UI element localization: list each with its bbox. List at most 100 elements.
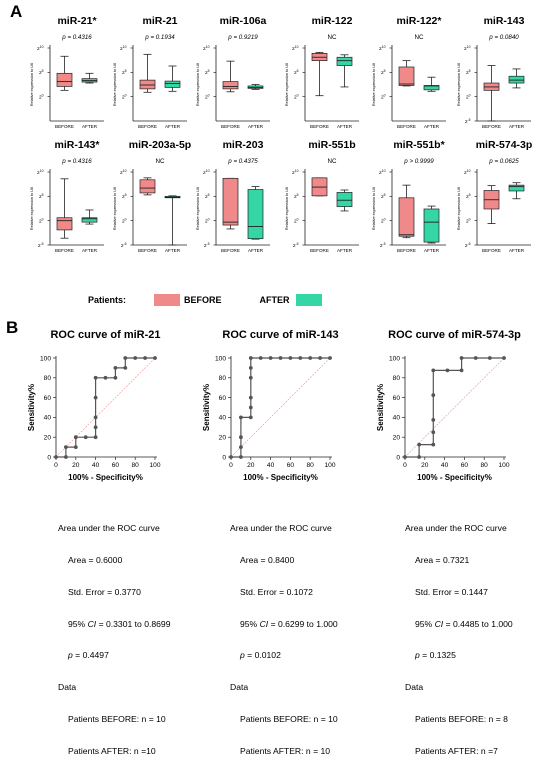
- chart-title: miR-203a-5p: [129, 139, 191, 151]
- box-before: [398, 66, 415, 86]
- y-tick-label: 2-5: [465, 118, 471, 125]
- chart-title: miR-551b: [308, 139, 355, 151]
- roc-point: [431, 417, 436, 422]
- y-axis-label: Relative expression to U6: [285, 187, 289, 230]
- y-tick-label: 80: [393, 375, 401, 382]
- stats-ci-prefix: 95%: [240, 618, 260, 629]
- y-tick-label: 210: [464, 45, 471, 52]
- x-tick-label: 40: [267, 462, 275, 469]
- roc-point: [239, 415, 243, 420]
- p-value: p = 0.9219: [227, 34, 258, 41]
- roc-point: [403, 455, 407, 459]
- boxplot-mir-122: miR-122 NC 210 25 20 Relative expression to U…: [285, 15, 359, 129]
- stats-ci-range: = 0.6299 to 1.000: [268, 618, 338, 629]
- roc-point: [431, 393, 436, 398]
- stats-pvalue: p = 0.1325: [405, 650, 513, 661]
- boxplot-mir-203: miR-203 p = 0.4375 210 25 20 2-5 Relative expr…: [196, 139, 270, 253]
- figure-canvas: miR-21* p = 0.4316 210 25 20 Relative express…: [27, 15, 532, 482]
- y-tick-label: 40: [219, 415, 227, 422]
- x-tick-label: BEFORE: [221, 248, 240, 253]
- roc-point: [248, 356, 253, 360]
- p-value: p = 0.1934: [144, 34, 175, 41]
- roc-point: [318, 356, 322, 360]
- x-tick-label: BEFORE: [397, 248, 416, 253]
- p-value: NC: [156, 158, 165, 165]
- y-tick-label: 2-5: [121, 242, 127, 249]
- chart-title: miR-551b*: [393, 139, 445, 151]
- x-tick-label: AFTER: [509, 248, 525, 253]
- y-tick-label: 210: [120, 169, 127, 176]
- y-tick-label: 80: [44, 375, 52, 382]
- y-tick-label: 100: [215, 355, 226, 362]
- y-tick-label: 20: [466, 217, 471, 224]
- roc-point: [298, 356, 303, 360]
- y-tick-label: 210: [292, 45, 299, 52]
- y-tick-label: 25: [205, 69, 210, 76]
- x-axis-label: 100% - Specificity%: [243, 473, 318, 482]
- roc-point: [288, 356, 293, 360]
- x-tick-label: 0: [229, 462, 233, 469]
- stats-ci: 95% CI = 0.3301 to 0.8699: [58, 619, 171, 630]
- roc-point: [73, 435, 78, 440]
- roc-point: [268, 356, 273, 360]
- roc-point: [73, 445, 78, 449]
- stats-p-value: = 0.4497: [72, 650, 109, 661]
- chart-title: miR-21*: [57, 15, 97, 27]
- boxplot-mir-21: miR-21 p = 0.1934 210 25 20 Relative expressi…: [113, 15, 187, 129]
- y-tick-label: 20: [205, 217, 210, 224]
- x-tick-label: 60: [461, 462, 469, 469]
- stats-ci-italic: CI: [87, 618, 97, 629]
- y-tick-label: 60: [44, 395, 52, 402]
- stats-ci-prefix: 95%: [68, 618, 88, 629]
- x-tick-label: AFTER: [337, 124, 353, 129]
- roc-point: [248, 366, 253, 370]
- stats-std-error: Std. Error = 0.1447: [415, 586, 488, 597]
- stats-area: Area = 0.8400: [240, 554, 295, 565]
- y-tick-label: 210: [37, 169, 44, 176]
- chart-title: miR-143*: [55, 139, 101, 151]
- x-tick-label: BEFORE: [310, 124, 329, 129]
- x-tick-label: 0: [403, 462, 407, 469]
- roc-point: [239, 435, 243, 440]
- x-tick-label: AFTER: [424, 124, 440, 129]
- roc-point: [103, 375, 108, 380]
- stats-n-after: Patients AFTER: n =10: [68, 745, 156, 756]
- x-tick-label: 60: [112, 462, 120, 469]
- roc-stats-mir-21: Area under the ROC curve Area = 0.6000 S…: [58, 502, 171, 767]
- p-value: p = 0.4316: [61, 34, 92, 41]
- stats-n-before: Patients BEFORE: n = 8: [415, 713, 508, 724]
- y-tick-label: 20: [122, 217, 127, 224]
- roc-point: [417, 442, 422, 447]
- p-value: p = 0.0625: [488, 158, 519, 165]
- boxplot-mir-574-3p: miR-574-3p p = 0.0625 210 25 20 2-5 Relative e…: [457, 139, 532, 253]
- stats-area: Area = 0.6000: [68, 554, 123, 565]
- reference-diagonal: [230, 357, 331, 458]
- roc-point: [248, 405, 253, 410]
- stats-p-value: = 0.0102: [244, 650, 281, 661]
- chart-title: miR-574-3p: [476, 139, 533, 151]
- box-before: [222, 177, 239, 226]
- stats-heading: Area under the ROC curve: [230, 523, 332, 534]
- roc-stats-mir-574-3p: Area under the ROC curve Area = 0.7321 S…: [405, 502, 513, 767]
- y-tick-label: 210: [120, 45, 127, 52]
- p-value: p = 0.4375: [227, 158, 258, 165]
- y-axis-label: Relative expression to U6: [372, 63, 376, 106]
- roc-point: [239, 455, 243, 459]
- roc-point: [248, 415, 253, 420]
- y-tick-label: 0: [47, 454, 51, 461]
- roc-point: [123, 366, 128, 370]
- y-axis-label: Relative expression to U6: [372, 187, 376, 230]
- y-tick-label: 0: [396, 454, 400, 461]
- roc-point: [64, 455, 68, 459]
- box-after: [247, 189, 264, 240]
- y-tick-label: 25: [122, 193, 127, 200]
- panel-letter-b: B: [6, 318, 19, 337]
- stats-n-after: Patients AFTER: n = 10: [240, 745, 331, 756]
- x-tick-label: AFTER: [424, 248, 440, 253]
- roc-point: [123, 356, 128, 360]
- roc-point: [93, 375, 98, 380]
- x-tick-label: 20: [72, 462, 80, 469]
- y-axis-label: Relative expression to U6: [457, 63, 461, 106]
- x-tick-label: 40: [441, 462, 449, 469]
- y-axis-label: Relative expression to U6: [457, 187, 461, 230]
